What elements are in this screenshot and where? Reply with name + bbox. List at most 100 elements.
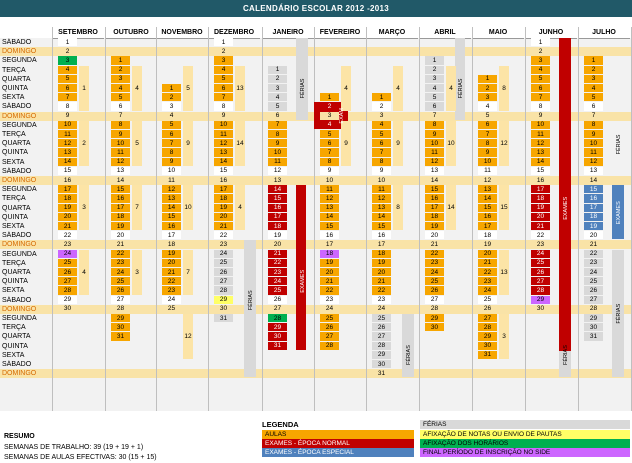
day-cell: 19 — [111, 222, 130, 231]
day-cell: 17 — [111, 203, 130, 212]
day-cell: 28 — [58, 286, 77, 295]
day-cell: 1 — [372, 93, 391, 102]
page-title: CALENDÁRIO ESCOLAR 2012 -2013 — [0, 0, 632, 17]
day-cell: 8 — [584, 120, 603, 129]
day-cell: 11 — [531, 130, 550, 139]
day-cell: 23 — [320, 295, 339, 304]
day-cell: 12 — [584, 157, 603, 166]
day-cell: 26 — [584, 286, 603, 295]
day-cell: 7 — [372, 148, 391, 157]
column-divider — [105, 27, 106, 411]
day-cell: 27 — [478, 314, 497, 323]
day-cell: 27 — [111, 295, 130, 304]
day-cell: 24 — [478, 286, 497, 295]
row-label: QUINTA — [2, 85, 28, 92]
day-cell: 8 — [425, 120, 444, 129]
day-cell: 31 — [584, 332, 603, 341]
period-block — [559, 38, 571, 359]
row-label: QUINTA — [2, 342, 28, 350]
day-cell: 31 — [372, 369, 391, 378]
day-cell: 15 — [531, 166, 550, 175]
week-count: 13 — [499, 249, 509, 295]
day-cell: 20 — [478, 249, 497, 258]
day-cell: 16 — [214, 176, 233, 185]
row-label: TERÇA — [2, 131, 26, 138]
day-cell: 6 — [320, 139, 339, 148]
day-cell: 13 — [111, 166, 130, 175]
day-cell: 15 — [268, 194, 287, 203]
day-cell: 18 — [372, 249, 391, 258]
day-cell: 5 — [372, 130, 391, 139]
month-header: JUNHO — [525, 27, 577, 39]
day-cell: 12 — [478, 176, 497, 185]
day-cell: 9 — [372, 166, 391, 175]
day-cell: 31 — [111, 332, 130, 341]
vertical-label: FÉRIAS — [563, 345, 569, 366]
month-header: ABRIL — [419, 27, 471, 39]
row-label: QUARTA — [2, 140, 31, 148]
day-cell: 7 — [320, 148, 339, 157]
day-cell: 22 — [58, 231, 77, 240]
day-cell: 14 — [531, 157, 550, 166]
legend-item: FINAL PERÍODO DE INSCRIÇÃO NO SIDE — [420, 448, 630, 457]
day-cell: 10 — [268, 148, 287, 157]
week-count: 2 — [79, 120, 89, 166]
day-cell: 15 — [58, 166, 77, 175]
day-cell: 8 — [111, 120, 130, 129]
day-cell: 1 — [58, 38, 77, 47]
month-header: DEZEMBRO — [208, 27, 260, 39]
day-cell: 29 — [372, 350, 391, 359]
day-cell: 23 — [372, 295, 391, 304]
week-count: 4 — [79, 249, 89, 295]
domingo-row-bar — [0, 304, 632, 314]
day-cell: 2 — [162, 93, 181, 102]
column-divider — [52, 27, 53, 411]
highlight-cell: 3 — [58, 56, 77, 65]
day-cell: 19 — [372, 258, 391, 267]
day-cell: 20 — [372, 268, 391, 277]
day-cell: 5 — [268, 102, 287, 111]
month-header: JULHO — [578, 27, 630, 39]
vertical-label: FÉRIAS — [616, 304, 622, 324]
day-cell: 6 — [372, 139, 391, 148]
day-cell: 30 — [111, 323, 130, 332]
day-cell: 23 — [111, 258, 130, 267]
day-cell: 20 — [162, 258, 181, 267]
day-cell: 4 — [425, 84, 444, 93]
period-block — [402, 314, 414, 378]
day-cell: 17 — [372, 240, 391, 249]
column-divider — [314, 27, 315, 411]
day-cell: 12 — [372, 194, 391, 203]
day-cell: 7 — [584, 111, 603, 120]
column-divider — [419, 27, 420, 411]
day-cell: 3 — [214, 56, 233, 65]
row-label: SÁBADO — [2, 39, 32, 46]
column-divider — [578, 27, 579, 411]
row-label: SEGUNDA — [2, 57, 37, 65]
day-cell: 2 — [372, 102, 391, 111]
day-cell: 17 — [584, 203, 603, 212]
day-cell: 19 — [425, 222, 444, 231]
month-header: MAIO — [472, 27, 524, 39]
day-cell: 9 — [214, 111, 233, 120]
day-cell: 26 — [214, 268, 233, 277]
day-cell: 25 — [214, 258, 233, 267]
row-label: TERÇA — [2, 324, 26, 332]
day-cell: 21 — [584, 240, 603, 249]
day-cell: 11 — [372, 185, 391, 194]
day-cell: 3 — [478, 93, 497, 102]
day-cell: 1 — [268, 65, 287, 74]
day-cell: 30 — [425, 323, 444, 332]
day-cell: 24 — [320, 304, 339, 313]
day-cell: 13 — [214, 148, 233, 157]
day-cell: 26 — [425, 286, 444, 295]
highlight-cell: 29 — [214, 295, 233, 304]
day-cell: 10 — [58, 120, 77, 129]
column-divider — [208, 27, 209, 411]
day-cell: 5 — [162, 120, 181, 129]
day-cell: 24 — [214, 249, 233, 258]
row-label: SÁBADO — [2, 296, 32, 304]
day-cell: 22 — [320, 286, 339, 295]
day-cell: 29 — [425, 314, 444, 323]
day-cell: 27 — [372, 332, 391, 341]
